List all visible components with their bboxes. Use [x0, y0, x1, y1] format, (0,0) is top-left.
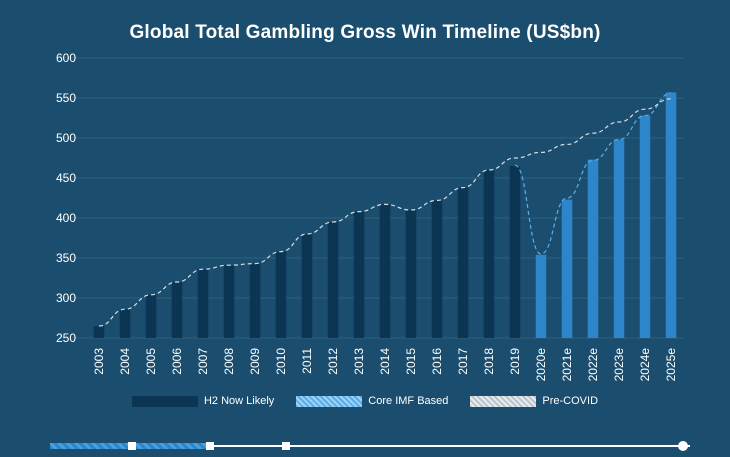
x-tick-label: 2011: [300, 348, 314, 374]
y-tick-label: 550: [56, 91, 76, 105]
legend-swatch-precovid: [470, 395, 537, 407]
chart-scrollbar[interactable]: [50, 441, 690, 451]
grid-lines: [60, 57, 684, 339]
legend-swatch-h2: [131, 395, 198, 407]
y-tick-label: 250: [56, 331, 76, 345]
x-tick-label: 2014: [378, 348, 392, 375]
bar-h2[interactable]: [353, 211, 365, 338]
series-line: [98, 98, 672, 327]
bar-h2[interactable]: [327, 222, 339, 338]
x-tick-label: 2019: [508, 348, 522, 375]
x-tick-label: 2013: [352, 348, 366, 375]
x-tick-label: 2025e: [664, 348, 678, 382]
legend-label-imf: Core IMF Based: [368, 395, 449, 407]
scrollbar-end-knob[interactable]: [678, 441, 688, 451]
scrollbar-handle-left[interactable]: [128, 442, 136, 450]
bar-h2[interactable]: [275, 251, 287, 338]
x-tick-label: 2005: [144, 348, 158, 375]
x-tick-label: 2022e: [586, 348, 600, 382]
legend-label-precovid: Pre-COVID: [542, 395, 599, 407]
legend-swatch-imf: [296, 395, 363, 407]
bar-h2[interactable]: [483, 170, 495, 338]
legend-item-h2[interactable]: H2 Now Likely: [131, 395, 275, 407]
x-tick-label: 2010: [274, 348, 288, 375]
x-tick-label: 2017: [456, 348, 470, 375]
y-tick-label: 600: [56, 51, 76, 65]
x-tick-label: 2012: [326, 348, 340, 375]
x-axis-ticks: 2003 2004 2005 2006 2007 2008 2009 2010 2011 2012…: [92, 348, 678, 382]
x-tick-label: 2008: [222, 348, 236, 375]
x-tick-label: 2006: [170, 348, 184, 375]
y-axis-ticks: 250 300 350 400 450 500 550 600: [56, 51, 76, 345]
bars: [93, 92, 677, 339]
scrollbar-handle-right[interactable]: [206, 442, 214, 450]
x-tick-label: 2015: [404, 348, 418, 375]
bar-forecast[interactable]: [639, 115, 651, 338]
y-tick-label: 300: [56, 291, 76, 305]
legend-label-h2: H2 Now Likely: [203, 395, 275, 407]
x-tick-label: 2021e: [560, 348, 574, 382]
x-tick-label: 2009: [248, 348, 262, 375]
y-tick-label: 400: [56, 211, 76, 225]
y-tick-label: 450: [56, 171, 76, 185]
bar-h2[interactable]: [249, 263, 261, 338]
bar-forecast[interactable]: [613, 139, 625, 338]
bar-h2[interactable]: [405, 210, 417, 338]
y-tick-label: 500: [56, 131, 76, 145]
series-lines: [98, 92, 672, 327]
bar-forecast[interactable]: [665, 92, 677, 339]
bar-h2[interactable]: [223, 265, 235, 338]
y-tick-label: 350: [56, 251, 76, 265]
bar-forecast[interactable]: [535, 254, 547, 338]
bar-h2[interactable]: [509, 166, 521, 338]
bar-h2[interactable]: [119, 309, 131, 338]
bar-h2[interactable]: [301, 234, 313, 338]
x-tick-label: 2020e: [534, 348, 548, 382]
x-tick-label: 2023e: [612, 348, 626, 382]
bar-h2[interactable]: [93, 326, 105, 338]
bar-h2[interactable]: [145, 294, 157, 338]
legend-item-precovid[interactable]: Pre-COVID: [470, 395, 598, 407]
scrollbar-track[interactable]: [50, 445, 690, 447]
x-tick-label: 2018: [482, 348, 496, 375]
bar-forecast[interactable]: [587, 159, 599, 338]
x-tick-label: 2003: [92, 348, 106, 375]
bar-h2[interactable]: [171, 282, 183, 338]
bar-h2[interactable]: [457, 187, 469, 338]
x-tick-label: 2004: [118, 348, 132, 375]
bar-h2[interactable]: [197, 269, 209, 338]
x-tick-label: 2007: [196, 348, 210, 375]
x-tick-label: 2024e: [638, 348, 652, 382]
x-tick-label: 2016: [430, 348, 444, 375]
bar-h2[interactable]: [379, 204, 391, 338]
chart-title: Global Total Gambling Gross Win Timeline…: [129, 22, 601, 43]
bar-forecast[interactable]: [561, 199, 573, 338]
bar-h2[interactable]: [431, 200, 443, 338]
legend: H2 Now Likely Core IMF Based Pre-COVID: [0, 395, 730, 407]
scrollbar-marker[interactable]: [282, 442, 290, 450]
legend-item-imf[interactable]: Core IMF Based: [296, 395, 448, 407]
